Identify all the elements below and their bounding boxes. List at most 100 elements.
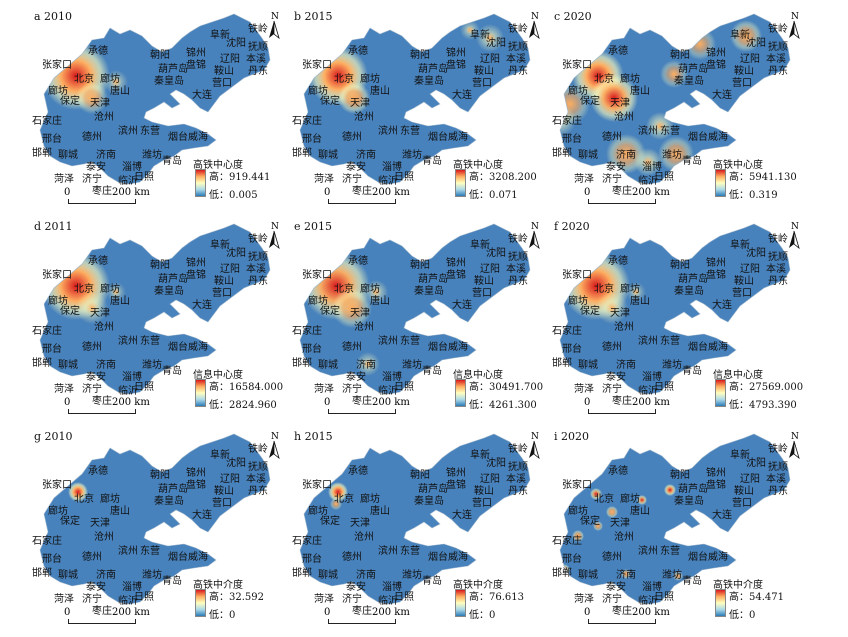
city-label: 日照 [654,172,674,183]
city-label: 日照 [394,592,414,603]
hotspot [104,70,128,94]
scale-distance: 200 km [112,607,150,618]
city-label: 邯郸 [552,148,572,159]
city-label: 承德 [348,256,368,267]
city-label: 张家口 [302,60,332,71]
city-label: 泰安 [606,162,626,173]
city-label: 秦皇岛 [674,496,704,507]
city-label: 聊城 [58,150,78,161]
city-label: 阜新 [470,30,490,41]
city-label: 丹东 [508,276,528,287]
city-label: 天津 [350,98,370,109]
hotspot [637,495,647,505]
city-label: 淄博 [122,582,142,593]
city-label: 阜新 [470,450,490,461]
city-label: 德州 [342,552,362,563]
city-label: 邯郸 [292,358,312,369]
city-label: 承德 [348,46,368,57]
city-label: 潍坊 [402,570,422,581]
city-label: 张家口 [562,480,592,491]
city-label: 聊城 [318,570,338,581]
city-label: 济宁 [602,384,622,395]
city-label: 淄博 [382,162,402,173]
city-label: 菏泽 [54,174,74,185]
city-label: 青岛 [162,366,182,377]
city-label: 滨州 [118,546,138,557]
city-label: 鞍山 [474,66,494,77]
city-label: 大连 [452,90,472,101]
hotspot [606,506,618,518]
city-label: 济南 [616,360,636,371]
city-label: 淄博 [642,372,662,383]
city-label: 盘锦 [706,270,726,281]
city-label: 铁岭 [508,234,528,245]
city-label: 菏泽 [574,594,594,605]
legend-title: 高铁中心度 [713,160,763,171]
hotspot [328,482,348,502]
city-label: 日照 [654,592,674,603]
city-label: 东营 [140,126,160,137]
city-label: 沈阳 [486,38,506,49]
north-arrow-icon: N [264,430,284,460]
city-label: 承德 [88,46,108,57]
legend: 信息中心度 高：16584.000 低：2824.960 [193,366,293,418]
city-label: 邯郸 [552,568,572,579]
city-label: 廊坊 [48,296,68,307]
north-arrow-icon: N [524,430,544,460]
legend-title: 高铁中介度 [453,580,503,591]
city-label: 北京 [74,494,94,505]
city-label: 聊城 [318,360,338,371]
city-label: 济宁 [342,174,362,185]
city-label: 大连 [452,300,472,311]
region-map [39,223,271,395]
city-label: 抚顺 [248,252,268,263]
legend-high-value: 高：3208.200 [469,172,537,183]
map-panel: a 2010 N 铁岭 阜新 沈阳 抚顺 承德 朝阳 锦州 辽阳 本溪 张家口 盘锦 鞍山 丹东 葫芦岛 营口 北… [30,8,290,208]
scale-zero: 0 [64,397,71,408]
city-label: 大连 [192,510,212,521]
city-label: 廊坊 [360,284,380,295]
city-label: 潍坊 [402,360,422,371]
city-label: 潍坊 [662,360,682,371]
city-label: 东营 [400,546,420,557]
city-label: 张家口 [562,270,592,281]
legend-low-value: 低：0 [729,610,756,621]
north-arrow-icon: N [784,220,804,250]
city-label: 唐山 [110,86,130,97]
legend: 高铁中心度 高：919.441 低：0.005 [193,156,293,208]
hotspot [593,521,603,531]
city-label: 抚顺 [248,462,268,473]
scale-bar: 0 200 km [324,187,444,208]
city-label: 菏泽 [314,174,334,185]
legend: 高铁中介度 高：54.471 低：0 [713,576,813,628]
city-label: 聊城 [58,360,78,371]
city-label: 鞍山 [734,276,754,287]
city-label: 滨州 [638,336,658,347]
city-label: 泰安 [606,372,626,383]
city-label: 唐山 [110,506,130,517]
north-arrow-icon: N [524,10,544,40]
city-label: 大连 [192,90,212,101]
legend-high-value: 高：54.471 [729,592,784,603]
scale-line [588,199,656,204]
legend-title: 信息中心度 [193,370,243,381]
city-label: 阜新 [730,240,750,251]
city-label: 东营 [660,336,680,347]
city-label: 邢台 [302,134,322,145]
city-label: 日照 [134,382,154,393]
scale-line [68,619,136,624]
city-label: 威海 [188,342,208,353]
scale-distance: 200 km [112,397,150,408]
city-label: 东营 [140,336,160,347]
north-label: N [271,432,279,442]
city-label: 济南 [356,570,376,581]
city-label: 石家庄 [32,326,62,337]
city-label: 临沂 [118,386,138,397]
city-label: 葫芦岛 [678,484,708,495]
city-label: 济宁 [342,384,362,395]
legend: 高铁中心度 高：3208.200 低：0.071 [453,156,553,208]
city-label: 威海 [708,132,728,143]
city-label: 淄博 [122,372,142,383]
legend-color-ramp [715,379,726,407]
